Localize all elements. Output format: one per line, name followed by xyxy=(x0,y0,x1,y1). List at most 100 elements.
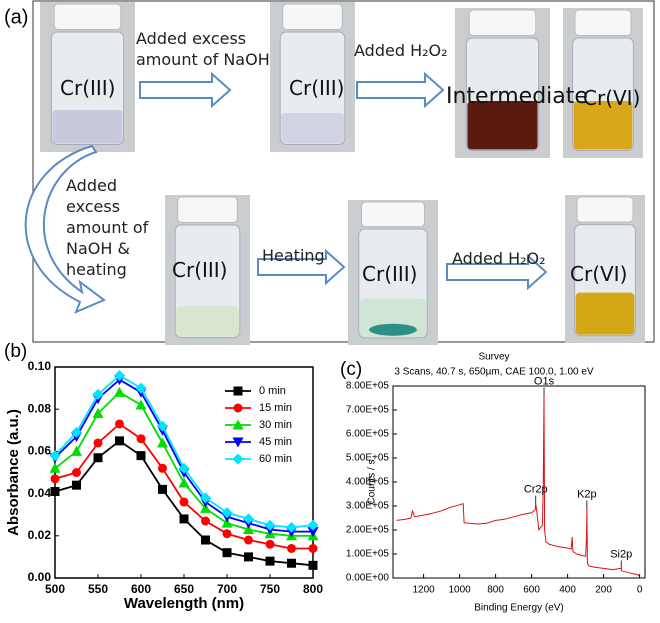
vial-label: Cr(III) xyxy=(289,76,345,100)
marker xyxy=(243,513,254,525)
marker xyxy=(222,548,232,558)
marker xyxy=(136,451,146,461)
vial-label: Cr(VI) xyxy=(570,262,628,286)
marker xyxy=(92,407,104,418)
marker xyxy=(158,484,167,494)
marker xyxy=(200,502,211,513)
arrow xyxy=(446,253,548,291)
marker xyxy=(157,420,168,432)
vial-label: Intermediate xyxy=(446,84,588,109)
marker xyxy=(115,436,124,446)
x-tick-label: 1000 xyxy=(448,585,471,596)
vial-cap xyxy=(468,9,537,36)
vial-liquid xyxy=(52,110,123,144)
legend-label: 60 min xyxy=(259,453,292,465)
marker xyxy=(307,519,319,531)
marker xyxy=(158,463,167,473)
step-label: Added excess amount of NaOH xyxy=(136,29,270,69)
marker xyxy=(72,468,81,477)
vial-cap xyxy=(282,3,343,30)
marker xyxy=(179,497,189,507)
marker xyxy=(136,434,146,444)
x-tick-label: 550 xyxy=(88,582,108,596)
marker xyxy=(286,521,297,533)
marker xyxy=(264,519,276,531)
chart-title: Survey xyxy=(478,352,509,363)
vial-label: Cr(III) xyxy=(60,76,116,100)
marker xyxy=(71,445,82,456)
sediment xyxy=(369,323,417,336)
marker xyxy=(265,539,275,549)
marker xyxy=(243,523,254,534)
step-label: Added excess amount of NaOH & heating xyxy=(66,176,149,279)
marker xyxy=(265,556,275,566)
marker xyxy=(135,382,147,394)
x-tick-label: 800 xyxy=(303,582,323,596)
x-tick-label: 600 xyxy=(523,585,540,596)
marker xyxy=(50,474,60,484)
vial-label: Cr(III) xyxy=(362,262,418,286)
y-tick-label: 4.00E+05 xyxy=(346,477,390,488)
marker xyxy=(287,543,296,553)
marker xyxy=(221,507,233,519)
y-tick-label: 8.00E+05 xyxy=(346,381,390,392)
marker xyxy=(92,388,104,400)
y-tick-label: 0.08 xyxy=(28,401,52,415)
y-tick-label: 0.10 xyxy=(28,359,52,373)
legend-label: 0 min xyxy=(259,385,286,397)
y-tick-label: 0.06 xyxy=(28,444,52,458)
marker xyxy=(244,552,253,562)
arrows xyxy=(24,71,548,314)
vial-cap xyxy=(576,196,634,223)
x-tick-label: 800 xyxy=(487,585,504,596)
arrow xyxy=(257,248,346,286)
x-tick-label: 600 xyxy=(131,582,151,596)
panel-label: (c) xyxy=(340,359,362,380)
marker xyxy=(221,517,233,528)
marker xyxy=(178,477,190,488)
marker xyxy=(93,453,103,463)
legend-marker xyxy=(232,453,244,465)
vial-liquid xyxy=(467,101,538,150)
series-line xyxy=(396,395,640,577)
marker xyxy=(49,462,61,473)
vial-photos xyxy=(40,2,645,345)
plot-frame xyxy=(392,385,646,579)
vial-cap xyxy=(177,196,238,223)
annotation: O1s xyxy=(534,376,555,388)
x-tick-label: 200 xyxy=(595,585,612,596)
marker xyxy=(114,369,125,381)
x-axis-label: Binding Energy (eV) xyxy=(474,603,564,614)
marker xyxy=(200,492,211,504)
annotation: Si2p xyxy=(610,548,632,560)
vial-liquid xyxy=(575,292,635,335)
marker xyxy=(244,535,253,545)
step-label: Added H₂O₂ xyxy=(452,249,546,268)
marker xyxy=(308,543,318,553)
panel-label: (a) xyxy=(4,6,28,28)
vial-cap xyxy=(574,9,632,36)
marker xyxy=(49,450,61,462)
y-axis-label: Absorbance (a.u.) xyxy=(5,409,22,536)
x-tick-label: 750 xyxy=(260,582,280,596)
x-tick-label: 700 xyxy=(217,582,237,596)
y-tick-label: 3.00E+05 xyxy=(346,501,390,512)
legend-label: 45 min xyxy=(259,436,292,448)
marker xyxy=(71,426,82,438)
marker xyxy=(157,437,168,448)
arrow xyxy=(356,71,445,109)
chart-subtitle: 3 Scans, 40.7 s, 650µm, CAE 100.0, 1.00 … xyxy=(394,367,594,378)
annotation: Cr2p xyxy=(524,484,548,496)
vial-liquid xyxy=(573,101,633,150)
marker xyxy=(93,438,103,448)
legend-marker xyxy=(233,403,243,413)
marker xyxy=(287,558,296,568)
arrow xyxy=(139,71,232,109)
step-label: Heating xyxy=(262,246,325,265)
vial-cap xyxy=(361,201,425,228)
step-label: Added H₂O₂ xyxy=(354,41,448,60)
x-tick-label: 1200 xyxy=(412,585,435,596)
marker xyxy=(222,529,232,539)
